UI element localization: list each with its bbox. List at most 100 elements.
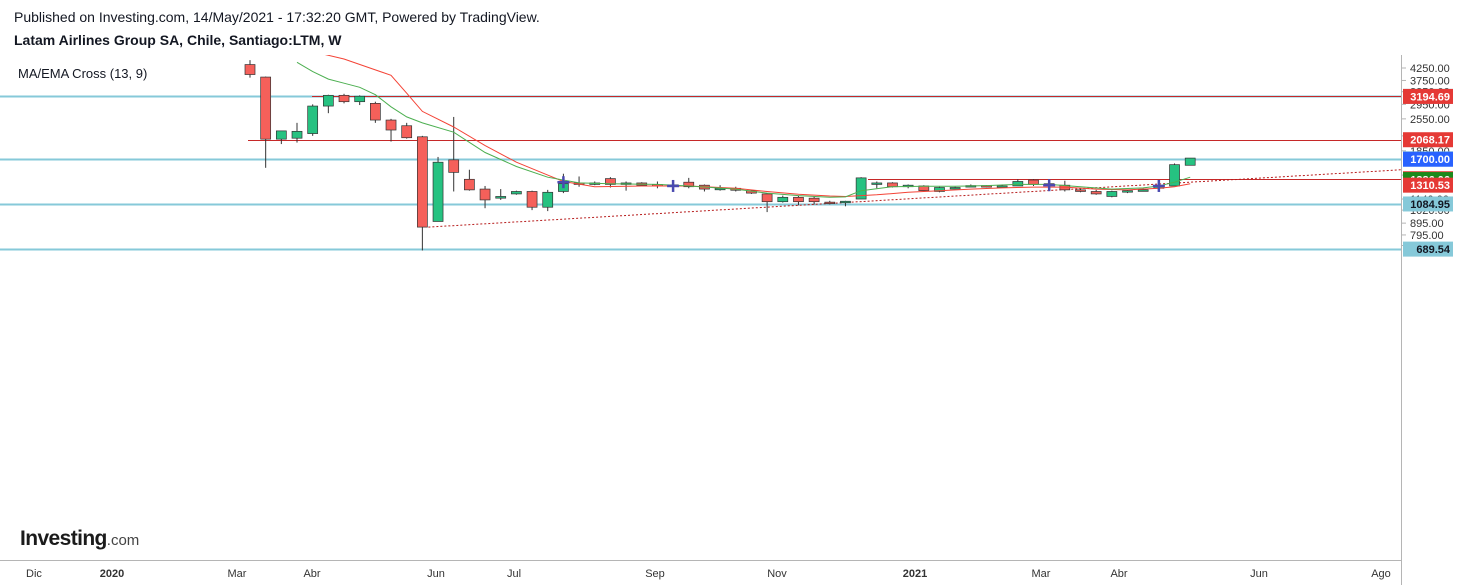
- ma-line: [324, 55, 1191, 198]
- indicator-label: MA/EMA Cross (13, 9): [18, 66, 148, 81]
- candle: [526, 190, 538, 211]
- candle-body: [808, 197, 820, 203]
- candle-body: [683, 181, 695, 188]
- candle-body: [479, 188, 491, 201]
- candle: [824, 200, 836, 205]
- candle: [1090, 189, 1102, 195]
- x-tick-label: 2021: [903, 568, 927, 580]
- candle-body: [291, 130, 303, 139]
- y-tick-label: 895.00: [1410, 218, 1444, 230]
- candle: [1028, 179, 1039, 186]
- candle-body: [432, 161, 444, 222]
- candle-body: [1028, 179, 1039, 185]
- candle-body: [855, 177, 867, 200]
- y-tick-label: 3750.00: [1410, 75, 1450, 87]
- candle: [1122, 189, 1133, 194]
- x-tick-label: Mar: [1032, 568, 1051, 580]
- candles: [244, 60, 1196, 251]
- candle: [464, 169, 475, 191]
- price-tag-text: 3194.69: [1410, 91, 1450, 103]
- x-tick-label: Jun: [1250, 568, 1268, 580]
- logo-suffix: .com: [106, 532, 140, 549]
- candle: [793, 195, 804, 206]
- candle-body: [1169, 164, 1180, 187]
- candle-body: [1090, 191, 1102, 195]
- price-tag-bg: [1403, 88, 1453, 104]
- symbol-title: Latam Airlines Group SA, Chile, Santiago…: [14, 32, 342, 48]
- price-tag-text: 2068.17: [1410, 135, 1450, 147]
- candle: [1075, 188, 1086, 193]
- candle: [683, 177, 695, 189]
- candle-body: [605, 178, 616, 185]
- trendline: [428, 169, 1401, 228]
- candle: [417, 135, 428, 251]
- price-tag: 1700.00: [1403, 151, 1453, 167]
- candle-body: [542, 191, 554, 208]
- y-tick-label: 4250.00: [1410, 63, 1450, 75]
- x-tick-label: Abr: [1110, 568, 1127, 580]
- candle-body: [949, 187, 961, 190]
- price-tag: 2068.17: [1403, 132, 1453, 148]
- candle: [244, 60, 256, 78]
- cross-marker: [1043, 179, 1056, 192]
- candle: [511, 190, 522, 195]
- candle: [542, 189, 554, 212]
- published-info: Published on Investing.com, 14/May/2021 …: [14, 9, 540, 25]
- price-tag: 1310.53: [1403, 177, 1453, 193]
- x-tick-label: Nov: [767, 568, 787, 580]
- candle-body: [777, 196, 789, 203]
- x-tick-label: Dic: [26, 568, 42, 580]
- candle-body: [401, 125, 413, 139]
- candle-body: [761, 193, 773, 203]
- candle-body: [370, 103, 381, 121]
- price-tag-text: 689.54: [1416, 244, 1451, 256]
- y-tick-label: 2550.00: [1410, 114, 1450, 126]
- candle: [840, 200, 851, 207]
- candle: [354, 95, 366, 106]
- candle-body: [840, 200, 851, 204]
- cross-marker: [1152, 179, 1165, 192]
- candle: [495, 189, 507, 200]
- ma-ema-lines: [296, 55, 1191, 198]
- x-tick-label: Abr: [303, 568, 320, 580]
- candle-body: [1106, 191, 1118, 197]
- candle: [260, 76, 272, 168]
- price-tag-bg: [1403, 177, 1453, 193]
- candle-body: [417, 136, 428, 228]
- candle-body: [464, 178, 475, 191]
- x-tick-label: Jul: [507, 568, 521, 580]
- price-tag-bg: [1403, 196, 1453, 212]
- candle-body: [385, 119, 397, 131]
- candle-body: [307, 105, 319, 134]
- candle-body: [824, 201, 836, 204]
- price-tag-text: 1084.95: [1410, 199, 1450, 211]
- horizontal-lines: [0, 95, 1401, 251]
- price-tag-bg: [1403, 241, 1453, 257]
- x-tick-label: Jun: [427, 568, 445, 580]
- candle-body: [495, 196, 507, 199]
- candle-body: [526, 191, 538, 208]
- candle: [385, 118, 397, 142]
- candle: [291, 122, 303, 143]
- investing-logo: Investing.com: [20, 527, 139, 551]
- x-axis: Dic 2020 Mar Abr Jun Jul Sep Nov 2021 Mar Abr Jun Ag…: [26, 568, 1391, 580]
- x-tick-label: 2020: [100, 568, 124, 580]
- candle: [448, 116, 460, 192]
- candle-body: [511, 191, 522, 195]
- candle: [275, 130, 287, 145]
- candle-body: [996, 185, 1008, 188]
- candle: [307, 104, 319, 136]
- candle-body: [275, 130, 287, 140]
- candle: [605, 177, 616, 188]
- cross-marker: [557, 176, 570, 189]
- candle-body: [354, 95, 366, 103]
- candle: [1106, 190, 1118, 198]
- candle: [370, 101, 381, 123]
- x-tick-label: Ago: [1371, 568, 1391, 580]
- candle-body: [323, 94, 334, 107]
- logo-text: Investing: [20, 527, 107, 550]
- candle-body: [871, 182, 883, 185]
- cross-marker: [667, 179, 680, 192]
- candle: [699, 184, 710, 192]
